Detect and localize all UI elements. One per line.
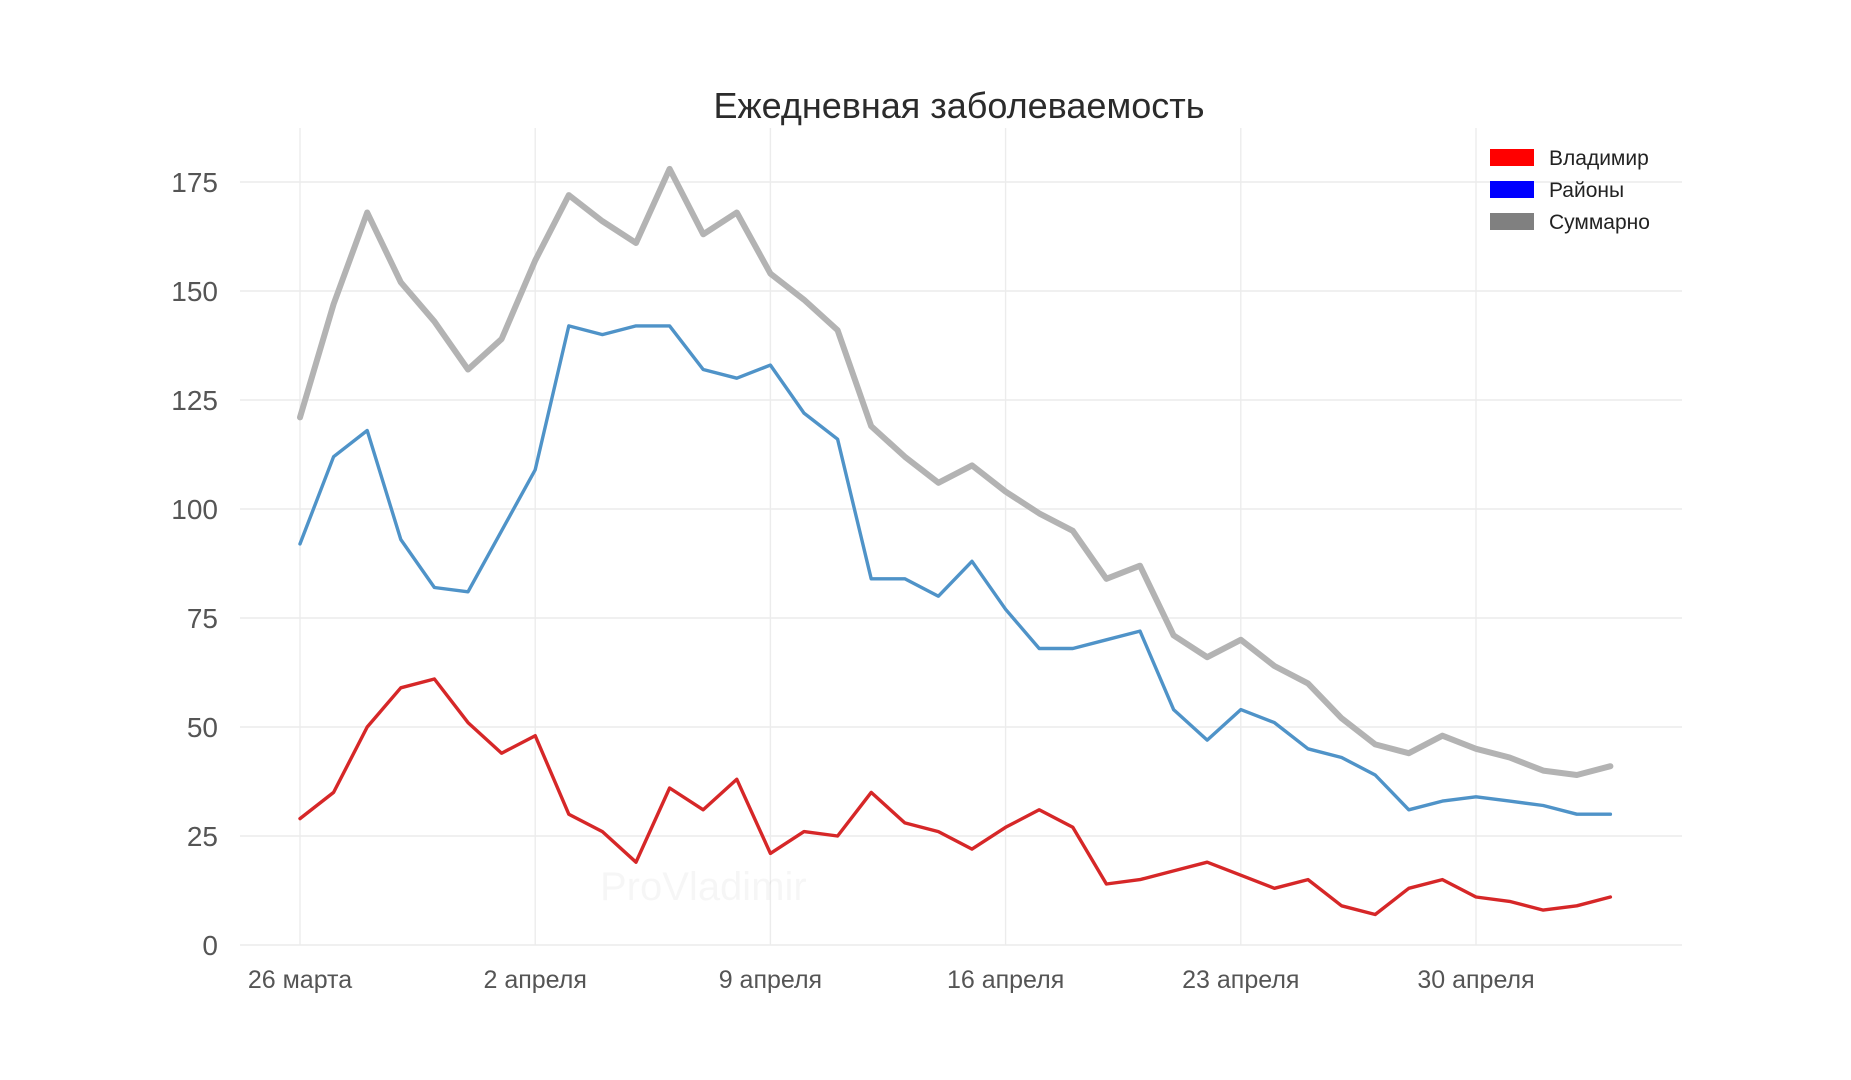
y-tick-label: 125: [171, 385, 218, 416]
y-axis-ticks: 0 25 50 75 100 125 150 175: [171, 167, 218, 961]
legend-swatch: [1490, 213, 1534, 230]
x-tick-label: 16 апреля: [947, 966, 1064, 994]
y-tick-label: 50: [187, 712, 218, 743]
x-axis-ticks: 26 марта 2 апреля 9 апреля 16 апреля 23 апре…: [248, 966, 1535, 994]
x-tick-label: 2 апреля: [483, 966, 586, 994]
legend-label: Суммарно: [1549, 211, 1650, 234]
y-tick-label: 100: [171, 494, 218, 525]
x-tick-label: 30 апреля: [1417, 966, 1534, 994]
legend-swatch: [1490, 149, 1534, 166]
gridlines: [240, 128, 1682, 946]
legend: Владимир Районы Суммарно: [1490, 147, 1650, 234]
y-tick-label: 75: [187, 603, 218, 634]
x-tick-label: 9 апреля: [719, 966, 822, 994]
y-tick-label: 25: [187, 821, 218, 852]
series-lines: [297, 165, 1614, 917]
legend-label: Районы: [1549, 179, 1624, 202]
y-tick-label: 0: [202, 930, 218, 961]
y-tick-label: 175: [171, 167, 218, 198]
legend-label: Владимир: [1549, 147, 1649, 170]
watermark: ProVladimir: [600, 865, 807, 909]
y-tick-label: 150: [171, 276, 218, 307]
x-tick-label: 23 апреля: [1182, 966, 1299, 994]
series-line: [298, 677, 1613, 917]
x-tick-label: 26 марта: [248, 966, 352, 994]
legend-swatch: [1490, 181, 1534, 198]
series-line: [298, 324, 1613, 816]
series-line: [297, 165, 1614, 778]
chart-title: Ежедневная заболеваемость: [714, 85, 1205, 126]
